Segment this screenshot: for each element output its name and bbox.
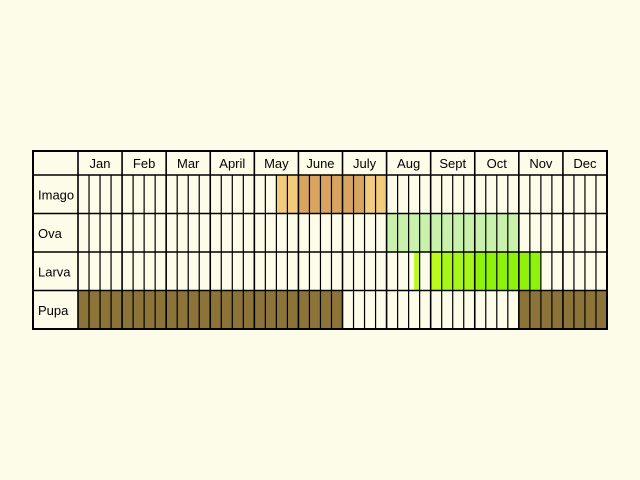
month-label-sept: Sept: [439, 156, 466, 171]
stage-label-imago: Imago: [38, 187, 74, 202]
stage-imago-segment-5: [370, 175, 387, 214]
stage-label-pupa: Pupa: [38, 303, 69, 318]
stage-labels: Imago Ova Larva Pupa: [38, 187, 74, 318]
stage-label-larva: Larva: [38, 264, 71, 279]
month-header: Jan Feb Mar April May June July Aug Sept Oct Nov De…: [90, 156, 597, 171]
month-label-feb: Feb: [133, 156, 155, 171]
month-label-april: April: [219, 156, 245, 171]
month-label-mar: Mar: [177, 156, 200, 171]
stage-label-ova: Ova: [38, 226, 63, 241]
month-label-jan: Jan: [90, 156, 111, 171]
stage-imago-segment-4: [364, 175, 371, 214]
month-label-june: June: [306, 156, 334, 171]
month-label-oct: Oct: [487, 156, 508, 171]
stage-larva-segment-2: [441, 252, 453, 291]
month-label-july: July: [353, 156, 377, 171]
month-label-may: May: [264, 156, 289, 171]
table-grid: [32, 150, 608, 330]
table-border: [32, 150, 608, 330]
stage-larva-segment-1: [430, 252, 442, 291]
stage-larva-segment-0: [414, 252, 420, 291]
month-label-dec: Dec: [573, 156, 597, 171]
month-label-aug: Aug: [397, 156, 420, 171]
month-label-nov: Nov: [529, 156, 553, 171]
